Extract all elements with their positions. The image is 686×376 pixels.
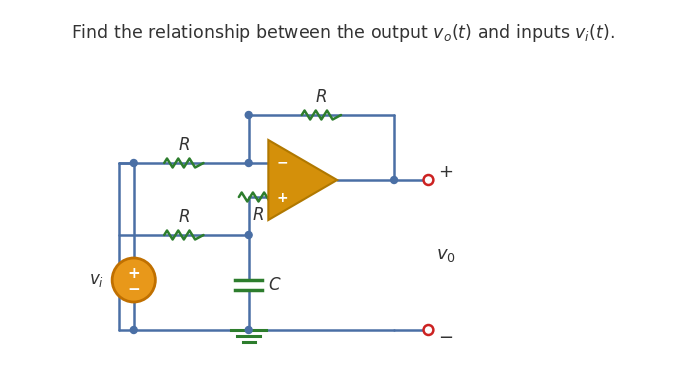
Circle shape	[423, 325, 434, 335]
Text: +: +	[128, 266, 140, 281]
Text: +: +	[276, 191, 288, 205]
Circle shape	[246, 112, 252, 118]
Text: Find the relationship between the output $v_o(t)$ and inputs $v_i(t)$.: Find the relationship between the output…	[71, 22, 615, 44]
Circle shape	[246, 159, 252, 167]
Text: R: R	[252, 206, 264, 224]
Text: R: R	[178, 208, 189, 226]
Polygon shape	[268, 140, 337, 220]
Circle shape	[246, 232, 252, 238]
Text: C: C	[268, 276, 280, 294]
Text: R: R	[178, 135, 189, 153]
Circle shape	[390, 176, 397, 183]
Text: R: R	[316, 88, 327, 106]
Circle shape	[112, 258, 155, 302]
Circle shape	[130, 159, 137, 167]
Text: $v_0$: $v_0$	[436, 246, 456, 264]
Text: $v_i$: $v_i$	[89, 271, 104, 289]
Circle shape	[246, 326, 252, 334]
Text: −: −	[128, 282, 140, 297]
Circle shape	[130, 326, 137, 334]
Text: +: +	[438, 163, 453, 181]
Circle shape	[423, 175, 434, 185]
Text: −: −	[438, 329, 453, 347]
Text: −: −	[276, 155, 288, 170]
